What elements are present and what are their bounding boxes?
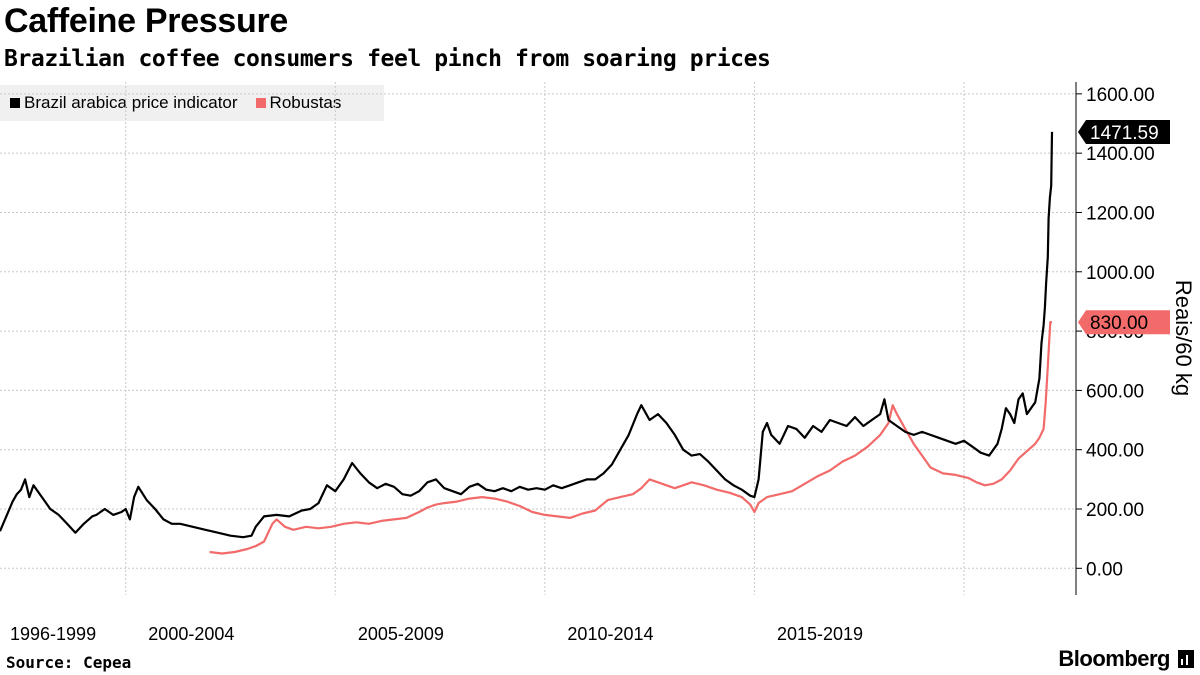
last-value-tags: 1471.59 830.00 — [1078, 119, 1170, 335]
x-period-label: 2000-2004 — [148, 624, 234, 644]
series-line-robustas — [209, 321, 1052, 555]
last-value-tag-arabica — [1078, 119, 1170, 144]
x-axis-labels: 1996-1999 2000-2004 2005-2009 2010-2014 2015… — [10, 624, 863, 644]
legend-swatch-robustas — [255, 98, 266, 108]
y-tick-label: 0.00 — [1086, 559, 1123, 580]
series-line-arabica — [0, 131, 1054, 539]
y-tick-label: 1400.00 — [1086, 144, 1155, 165]
y-axis: 0.00200.00400.00600.00800.001000.001200.… — [1075, 82, 1155, 595]
legend-label-arabica: Brazil arabica price indicator — [24, 93, 238, 112]
chart-subtitle: Brazilian coffee consumers feel pinch fr… — [4, 46, 771, 72]
last-value-label-robustas: 830.00 — [1090, 313, 1148, 334]
y-axis-label: Reais/60 kg — [1171, 280, 1196, 396]
legend-item-robustas: Robustas — [255, 93, 342, 113]
chart-title: Caffeine Pressure — [4, 2, 289, 40]
last-value-label-arabica: 1471.59 — [1090, 123, 1159, 144]
legend-item-arabica: Brazil arabica price indicator — [10, 93, 238, 113]
y-tick-label: 1000.00 — [1086, 263, 1155, 284]
y-tick-label: 400.00 — [1086, 441, 1144, 462]
y-tick-label: 200.00 — [1086, 500, 1144, 521]
x-period-label: 2010-2014 — [567, 624, 653, 644]
last-value-tag-robustas — [1078, 310, 1170, 335]
y-tick-label: 1200.00 — [1086, 203, 1155, 224]
brand-logo-text: Bloomberg — [1058, 646, 1170, 671]
x-period-label: 2005-2009 — [358, 624, 444, 644]
gridlines — [0, 82, 1076, 595]
x-period-label: 1996-1999 — [10, 624, 96, 644]
legend-label-robustas: Robustas — [269, 93, 342, 112]
legend: Brazil arabica price indicator Robustas — [0, 85, 384, 121]
source-note: Source: Cepea — [6, 653, 132, 672]
series-lines — [0, 131, 1054, 555]
bloomberg-chart-icon — [1178, 650, 1194, 668]
legend-swatch-arabica — [10, 98, 20, 108]
y-tick-label: 600.00 — [1086, 381, 1144, 402]
x-period-label: 2015-2019 — [777, 624, 863, 644]
y-tick-label: 1600.00 — [1086, 85, 1155, 106]
